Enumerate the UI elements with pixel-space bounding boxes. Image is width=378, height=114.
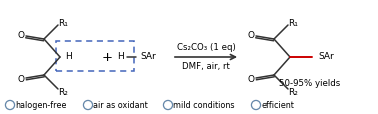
- Text: +: +: [102, 51, 113, 64]
- Text: Cs₂CO₃ (1 eq): Cs₂CO₃ (1 eq): [177, 43, 235, 52]
- Text: mild conditions: mild conditions: [173, 101, 234, 110]
- Circle shape: [166, 103, 168, 105]
- Text: halogen-free: halogen-free: [15, 101, 67, 110]
- Text: O: O: [17, 31, 25, 40]
- Text: R₂: R₂: [288, 88, 298, 97]
- Text: 50-95% yields: 50-95% yields: [279, 79, 341, 88]
- Circle shape: [7, 102, 13, 108]
- Circle shape: [6, 101, 14, 110]
- Text: R₂: R₂: [58, 88, 68, 97]
- Circle shape: [254, 103, 256, 105]
- Circle shape: [164, 101, 172, 110]
- Circle shape: [253, 102, 259, 108]
- Text: R₁: R₁: [58, 18, 68, 27]
- Circle shape: [85, 102, 91, 108]
- Text: R₁: R₁: [288, 18, 298, 27]
- Text: H: H: [118, 52, 124, 61]
- Circle shape: [8, 103, 10, 105]
- Circle shape: [165, 102, 171, 108]
- Circle shape: [84, 101, 93, 110]
- Text: DMF, air, rt: DMF, air, rt: [182, 62, 230, 71]
- Text: SAr: SAr: [140, 52, 156, 61]
- Text: air as oxidant: air as oxidant: [93, 101, 148, 110]
- Text: SAr: SAr: [318, 52, 334, 61]
- Text: O: O: [248, 75, 254, 84]
- Circle shape: [86, 103, 88, 105]
- Text: efficient: efficient: [261, 101, 294, 110]
- Text: O: O: [248, 31, 254, 40]
- Circle shape: [251, 101, 260, 110]
- Text: H: H: [66, 52, 72, 61]
- Text: O: O: [17, 75, 25, 84]
